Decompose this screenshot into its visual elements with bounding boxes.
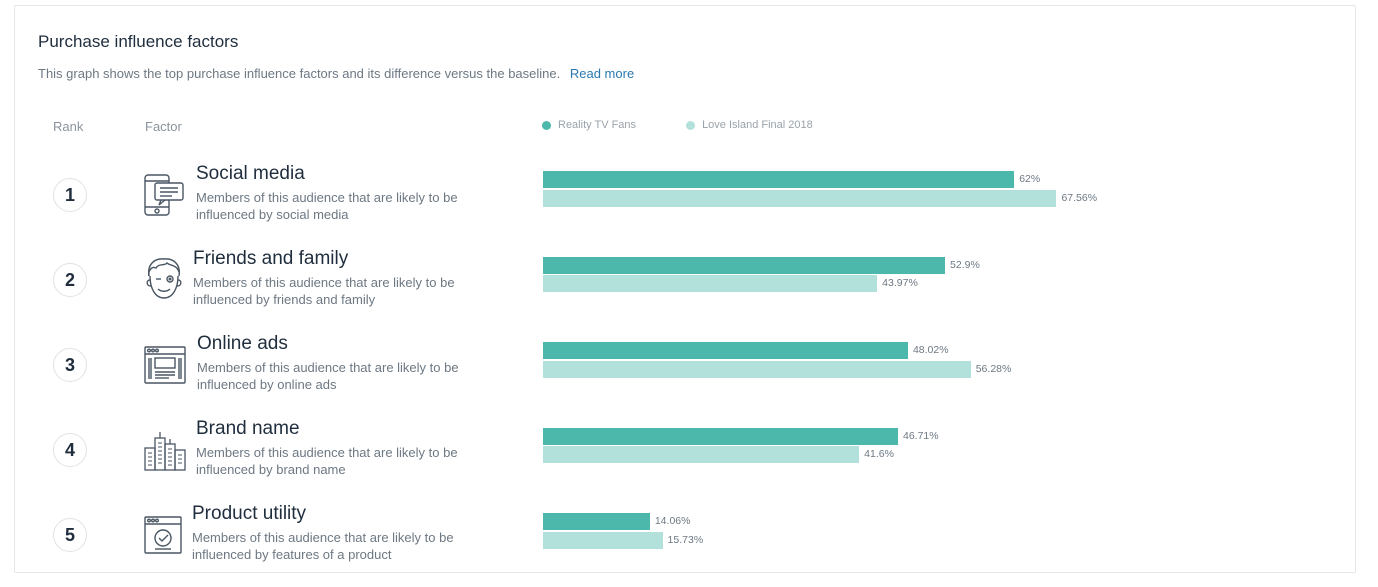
browser-check-icon [143, 509, 187, 559]
legend-swatch-series-1 [542, 120, 551, 130]
bar-series-2 [543, 189, 1057, 207]
read-more-link[interactable]: Read more [569, 66, 635, 81]
bar-value-label: 15.73% [667, 533, 704, 546]
bar-value-label: 14.06% [654, 515, 691, 527]
bar-series-1 [543, 513, 650, 530]
factor-name: Friends and family [193, 248, 349, 269]
legend-label-series-2: Love Island Final 2018 [702, 119, 813, 131]
browser-ad-icon [143, 339, 187, 389]
bar-series-2 [543, 275, 878, 292]
card-title: Purchase influence factors [38, 32, 239, 51]
bar-series-1 [543, 256, 946, 274]
card-description: This graph shows the top purchase influe… [38, 66, 634, 81]
friend-face-icon [143, 254, 187, 304]
bar-series-2 [543, 446, 860, 463]
bar-series-1 [543, 427, 898, 445]
bar-value-label: 41.6% [864, 448, 894, 460]
factor-name: Online ads [197, 333, 288, 354]
bar-value-label: 43.97% [882, 277, 918, 289]
rank-badge: 2 [53, 263, 87, 297]
factor-name: Social media [196, 163, 305, 184]
factor-description: Members of this audience that are likely… [193, 275, 455, 307]
factor-row: 2 Friends and family Members of this aud… [15, 246, 1355, 331]
bar-value-label: 67.56% [1061, 191, 1098, 204]
factor-description: Members of this audience that are likely… [196, 445, 458, 477]
city-buildings-icon [143, 424, 187, 474]
factor-name: Product utility [192, 503, 307, 524]
bar-value-label: 56.28% [975, 362, 1012, 375]
factor-row: 3 Online ads Members of this audience th… [15, 331, 1355, 416]
factor-description: Members of this audience that are likely… [197, 360, 459, 392]
rank-column-header: Rank [53, 119, 84, 134]
bar-value-label: 62% [1019, 173, 1041, 185]
factor-column-header: Factor [145, 119, 182, 134]
factor-row: 5 Product utility Members of this audien… [15, 501, 1355, 586]
bar-series-1 [543, 342, 908, 359]
bar-series-2 [543, 360, 971, 378]
rank-badge: 4 [53, 433, 87, 467]
factor-description: Members of this audience that are likely… [192, 530, 454, 562]
description-text: This graph shows the top purchase influe… [38, 66, 561, 81]
legend-item-series-2: Love Island Final 2018 [686, 119, 813, 131]
factor-row: 1 Social media Members of this audience … [15, 161, 1355, 246]
legend-label-series-1: Reality TV Fans [558, 119, 637, 131]
legend-item-series-1: Reality TV Fans [542, 119, 636, 131]
bar-series-1 [543, 171, 1015, 188]
factor-row: 4 Brand name Members of this audience th… [15, 416, 1355, 501]
factor-description: Members of this audience that are likely… [196, 190, 458, 222]
bar-series-2 [543, 531, 663, 549]
bar-value-label: 52.9% [950, 258, 980, 271]
purchase-influence-card: Purchase influence factors This graph sh… [14, 5, 1356, 573]
chat-phone-icon [143, 169, 187, 219]
bar-value-label: 46.71% [902, 429, 939, 442]
bar-value-label: 48.02% [912, 344, 949, 356]
factor-name: Brand name [196, 418, 300, 439]
rank-badge: 1 [53, 178, 87, 212]
legend-swatch-series-2 [686, 120, 696, 130]
rank-badge: 3 [53, 348, 87, 382]
rank-badge: 5 [53, 518, 87, 552]
chart-legend: Reality TV Fans Love Island Final 2018 [542, 119, 813, 131]
